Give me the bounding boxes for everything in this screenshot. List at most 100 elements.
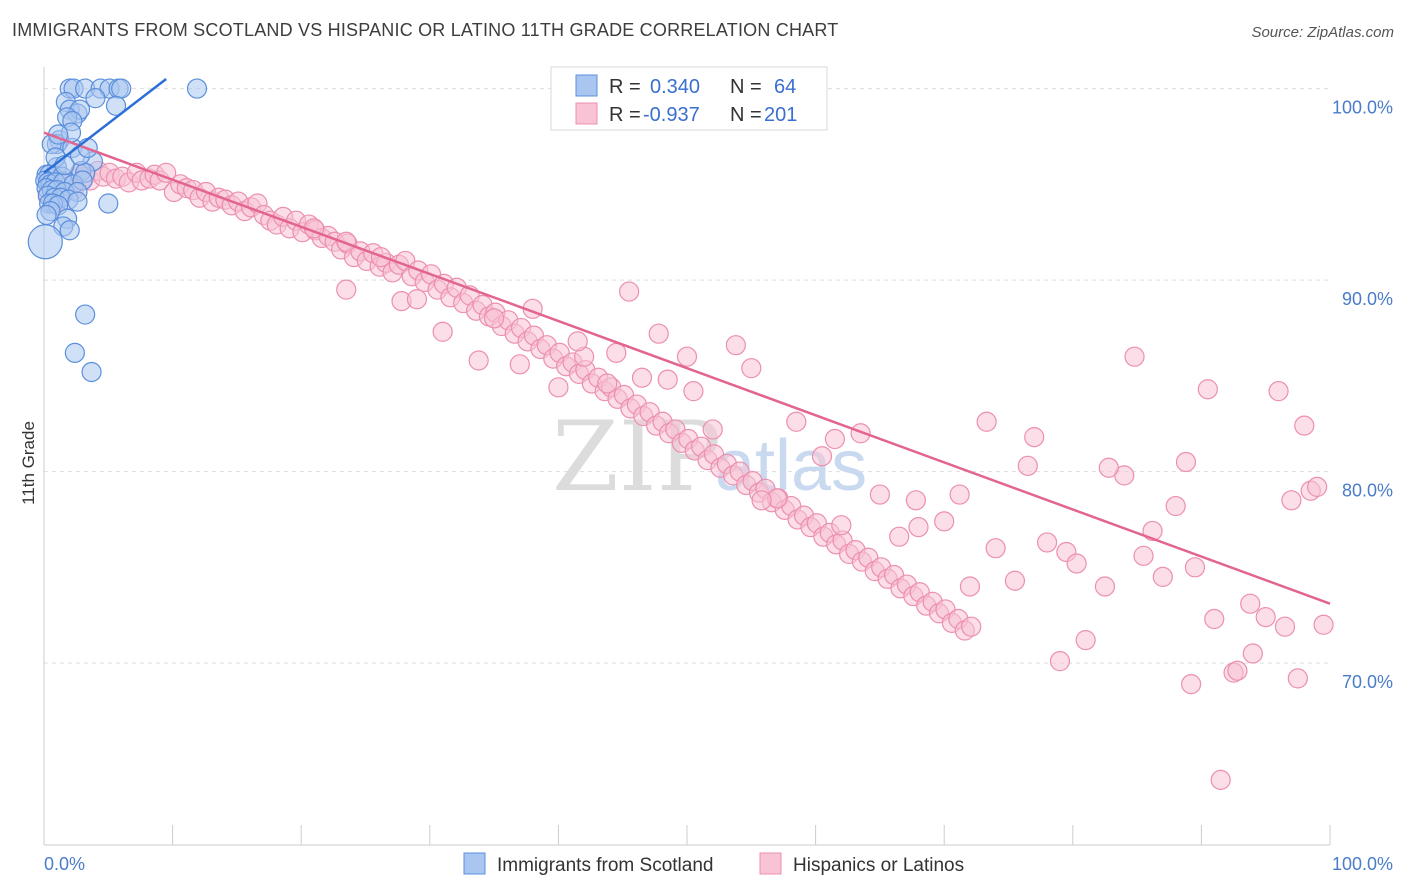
bottom-legend-swatch-blue [463,852,486,875]
series-hispanics-points [37,160,1334,790]
hispanics-point [606,342,627,363]
hispanics-point [1175,451,1197,473]
hispanics-point [1133,545,1154,566]
hispanics-point [1204,608,1225,630]
hispanics-point [741,358,762,379]
hispanics-point [1098,457,1119,478]
hispanics-point [1049,651,1071,672]
bottom-legend-swatch-pink [759,852,782,875]
hispanics-point [1240,593,1261,614]
legend-blue-r-label: R = [609,76,641,98]
hispanics-point [1268,381,1289,402]
y-axis-title: 11th Grade [19,421,38,505]
trend-lines [43,78,1331,605]
hispanics-point [1017,455,1038,476]
hispanics-point [432,321,453,342]
hispanics-point [1075,629,1096,651]
hispanics-point [657,369,678,390]
hispanics-point [1036,532,1058,553]
hispanics-point [1197,379,1218,400]
hispanics-point [1181,674,1202,695]
scotland-point [64,342,85,363]
legend-swatch-pink [575,102,598,125]
hispanics-point [676,346,698,367]
hispanics-point [631,367,653,388]
hispanics-point [683,381,704,402]
y-tick-label: 70.0% [1342,672,1393,692]
hispanics-point [1281,490,1302,511]
legend-blue-r-value: 0.340 [650,76,700,98]
hispanics-point [1227,660,1248,681]
scotland-point [98,193,119,214]
legend-pink-n-value: 201 [764,104,797,126]
hispanics-point [1124,346,1145,367]
hispanics-point [1274,616,1296,637]
hispanics-point [1184,557,1206,578]
hispanics-point [1294,415,1315,436]
hispanics-point [1152,566,1173,588]
grid-lines [44,88,1330,664]
scotland-point [27,224,63,260]
hispanics-point [811,446,833,467]
hispanics-point [824,428,845,450]
hispanics-point [905,490,927,511]
hispanics-point [597,373,618,394]
y-axis-tick-labels: 70.0% 80.0% 90.0% 100.0% [1332,98,1393,693]
scotland-point [81,361,102,383]
hispanics-point [725,335,746,356]
hispanics-point [959,576,981,597]
hispanics-point [1313,614,1334,635]
hispanics-point [702,419,723,440]
y-tick-label: 80.0% [1342,481,1393,501]
legend-pink-n-label: N = [730,104,762,126]
hispanics-point [751,490,772,511]
hispanics-point [336,279,357,300]
legend-pink-r-label: R = [609,104,641,126]
hispanics-point [548,377,569,398]
hispanics-point [786,411,807,432]
hispanics-point [468,350,489,371]
legend-pink-r-value: -0.937 [643,104,700,126]
hispanics-point [619,281,640,302]
hispanics-point [1287,668,1308,689]
scotland-point [105,95,127,116]
hispanics-point [1165,495,1186,517]
hispanics-point [1307,476,1328,497]
hispanics-point [484,308,505,329]
hispanics-point [406,289,428,310]
hispanics-point [869,484,891,505]
hispanics-point [1094,576,1116,597]
hispanics-point [509,354,530,375]
bottom-legend: Immigrants from Scotland Hispanics or La… [463,852,964,876]
trend-line-scotland [43,78,167,174]
hispanics-point [831,515,852,536]
legend-blue-n-value: 64 [774,76,796,98]
hispanics-point [567,331,588,352]
legend-swatch-blue [575,74,598,97]
scotland-point [85,88,106,109]
hispanics-point [1024,427,1045,448]
hispanics-point [1066,553,1087,574]
hispanics-point [889,526,910,547]
hispanics-point [850,423,871,444]
hispanics-point [1210,769,1231,790]
x-tick-label-min: 0.0% [44,854,85,874]
hispanics-point [976,411,997,432]
hispanics-point [1242,643,1263,664]
legend-blue-n-label: N = [730,76,762,98]
hispanics-point [949,484,970,505]
y-tick-label: 100.0% [1332,98,1393,118]
hispanics-point [908,517,929,538]
hispanics-point [934,511,955,532]
hispanics-point [1004,570,1026,591]
scotland-point [36,204,57,226]
legend-box: R = 0.340 N = 64 R = -0.937 N = 201 [550,66,828,131]
scotland-point [67,191,88,212]
bottom-legend-label-blue: Immigrants from Scotland [497,855,713,876]
series-scotland-points [27,78,208,383]
scotland-point [59,220,80,241]
hispanics-point [648,323,669,344]
hispanics-point [985,538,1006,559]
scotland-point [75,304,96,325]
